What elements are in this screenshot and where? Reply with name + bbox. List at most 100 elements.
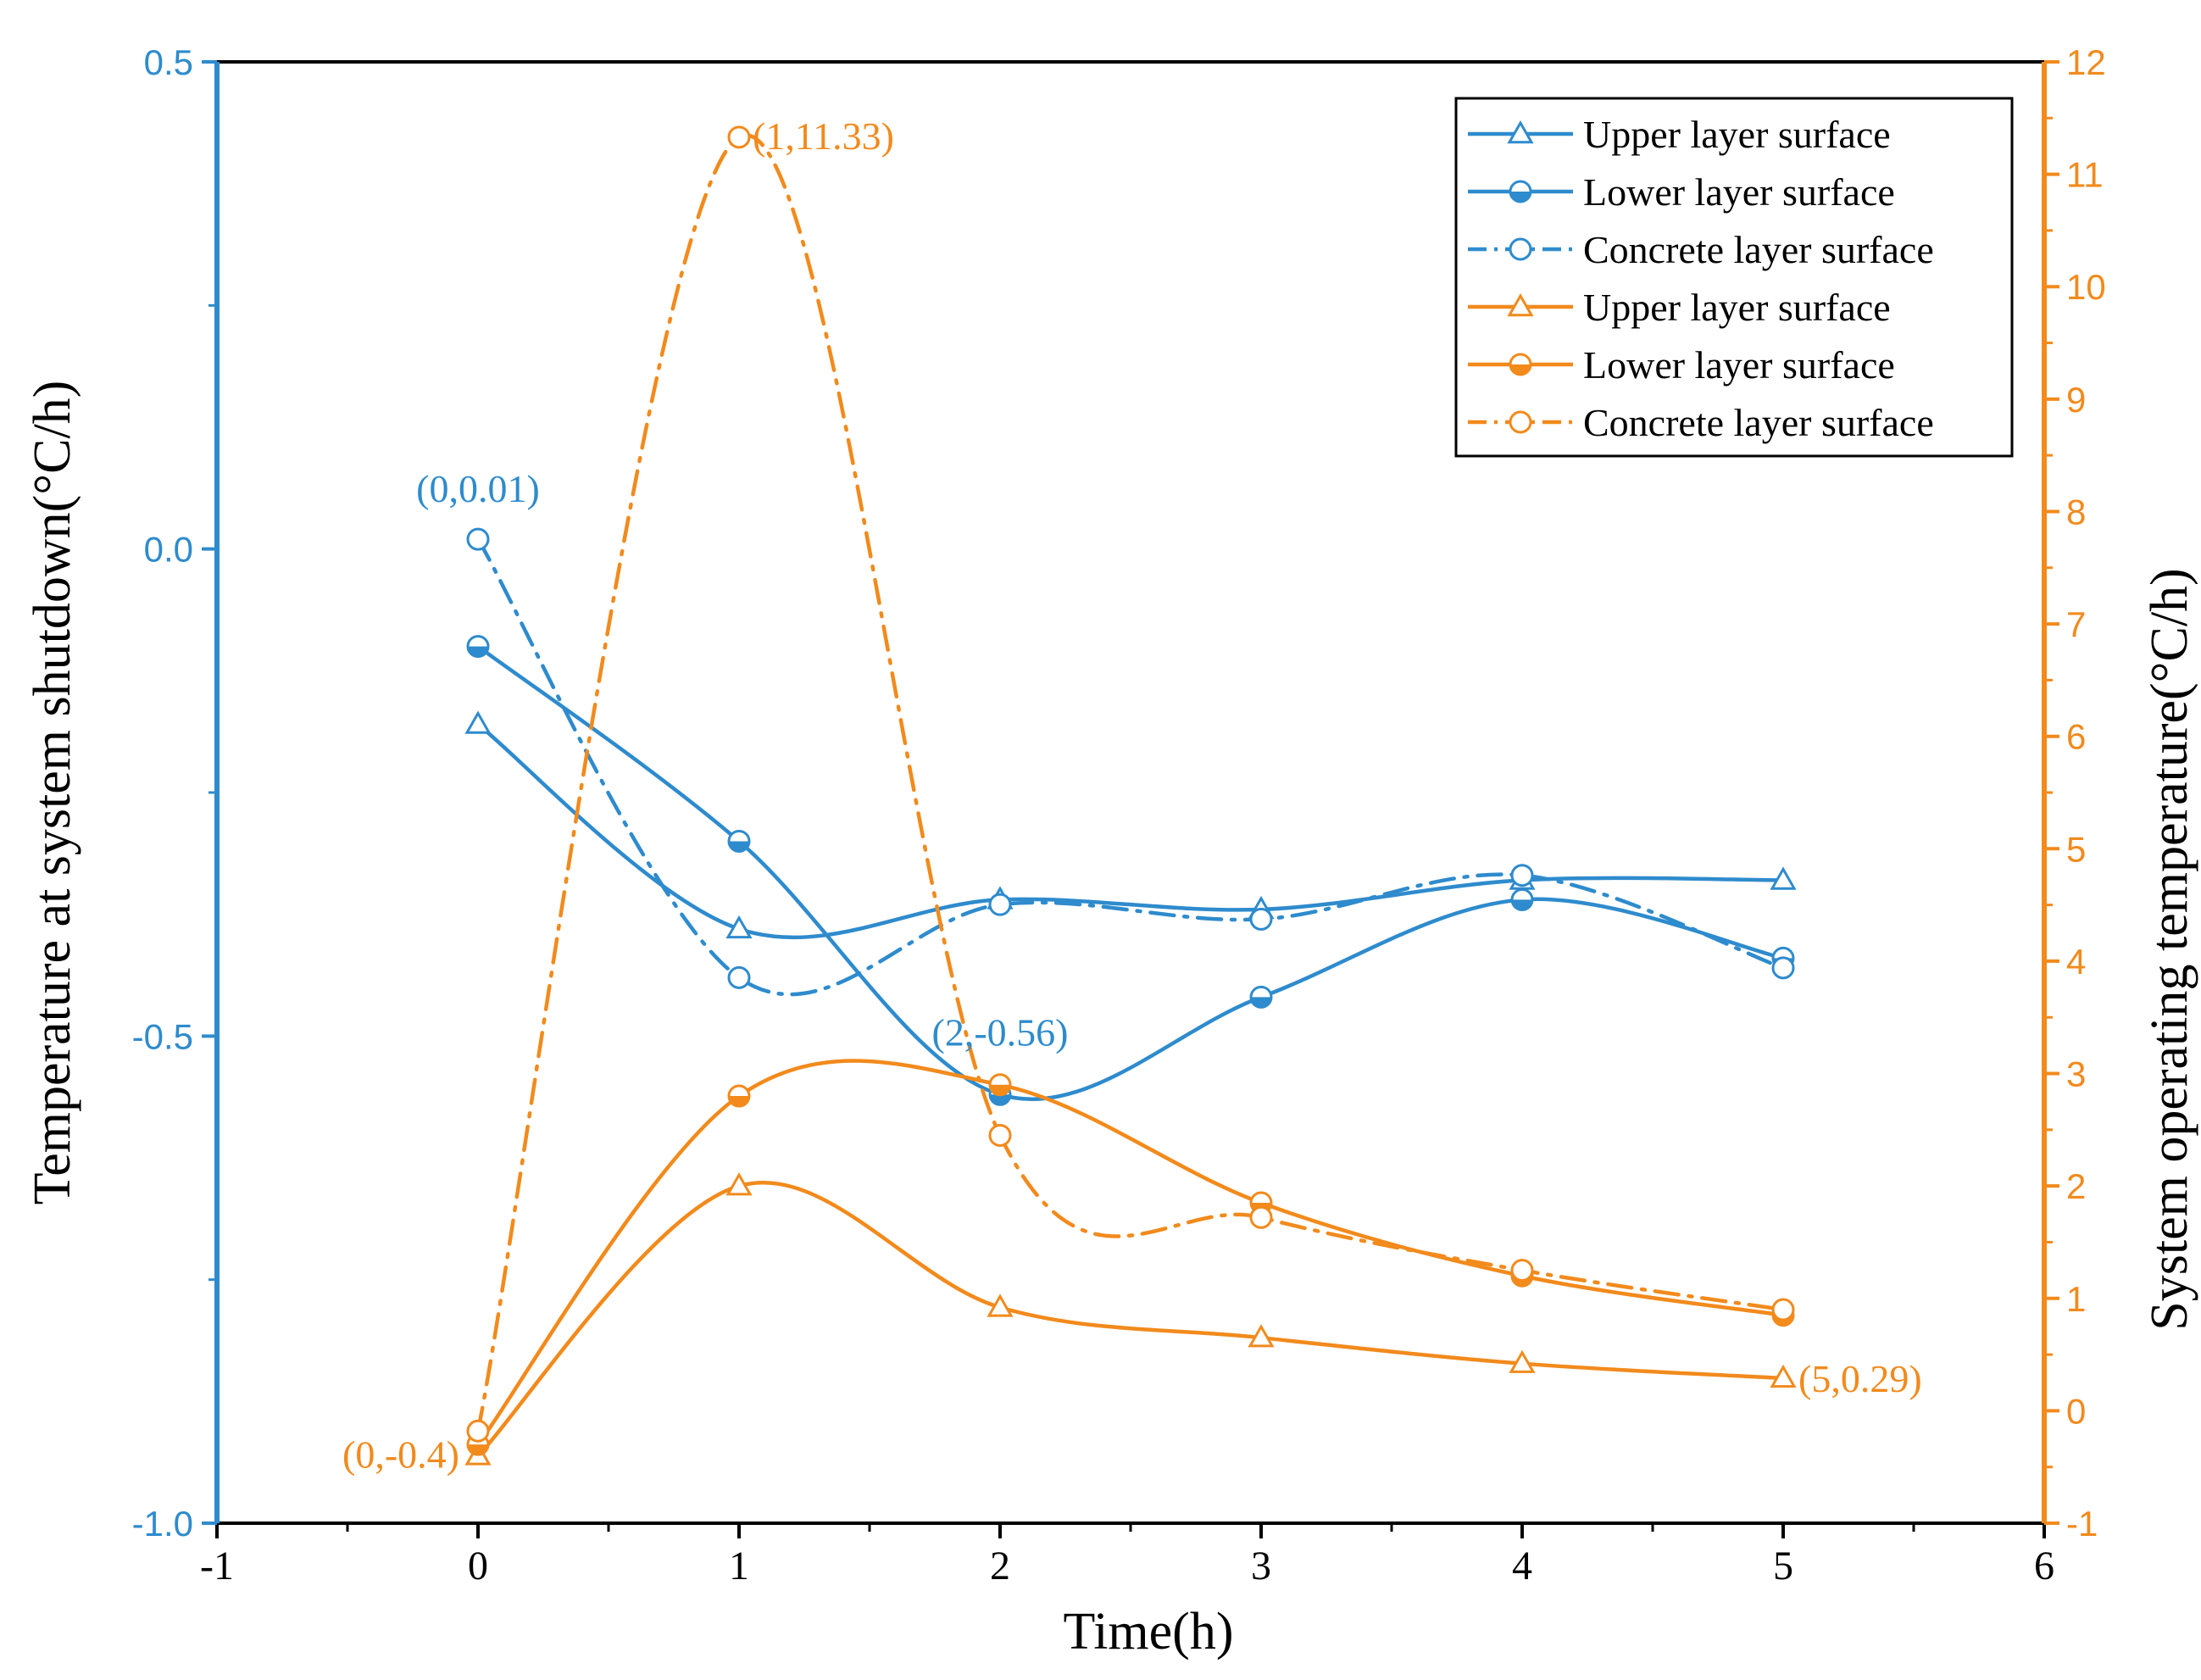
series-point: [988, 1073, 1012, 1097]
y-right-tick-label: 8: [2066, 492, 2086, 531]
series-3-right: [464, 1172, 1797, 1466]
legend-marker: [1509, 180, 1532, 203]
y-left-tick-label: -1.0: [132, 1504, 193, 1544]
legend-label: Upper layer surface: [1583, 113, 1891, 156]
x-axis-title: Time(h): [1064, 1603, 1234, 1661]
series-point: [727, 829, 751, 853]
series-point-fill: [729, 1096, 749, 1107]
axes-group: -1 0 1 2 3 4 5 6-1.0-0.50.00.5-1012345678910111…: [132, 42, 2106, 1588]
legend-item: Lower layer surface: [1468, 343, 1895, 387]
y-left-tick-label: 0.0: [144, 530, 193, 570]
legend-item: Upper layer surface: [1468, 113, 1891, 156]
legend-label: Concrete layer surface: [1583, 401, 1934, 444]
data-point-annotation: (1,11.33): [753, 114, 894, 158]
y-right-tick-label: -1: [2066, 1504, 2098, 1544]
legend-item: Concrete layer surface: [1468, 228, 1934, 271]
series-point: [727, 965, 751, 989]
legend-marker: [1509, 353, 1532, 376]
series-point: [1249, 985, 1273, 1009]
y-right-tick-label: 0: [2066, 1391, 2086, 1431]
data-point-annotation: (2,-0.56): [932, 1010, 1069, 1054]
y-right-tick-label: 7: [2066, 604, 2086, 644]
legend-label: Lower layer surface: [1583, 170, 1895, 214]
series-line: [475, 1181, 1786, 1458]
series-point: [466, 635, 490, 659]
series-point: [1509, 1349, 1536, 1373]
series-line: [475, 133, 1786, 1433]
data-point-annotation: (5,0.29): [1798, 1357, 1922, 1400]
series-point-fill: [468, 646, 488, 657]
series-point: [725, 915, 753, 939]
y-right-tick-label: 3: [2066, 1054, 2086, 1094]
series-point-fill: [468, 1444, 488, 1455]
y-left-tick-label: -0.5: [132, 1016, 193, 1056]
legend-item: Concrete layer surface: [1468, 401, 1934, 444]
y-right-axis-title: System operating temperature(°C/h): [2141, 568, 2198, 1330]
x-tick-label: 0: [468, 1544, 488, 1588]
series-point: [988, 1123, 1012, 1147]
series-point: [466, 527, 490, 551]
x-tick-label: -1: [200, 1544, 234, 1588]
series-point: [727, 1084, 751, 1108]
y-right-tick-label: 10: [2066, 267, 2106, 307]
series-point: [725, 1172, 753, 1196]
series-line: [475, 1059, 1786, 1447]
series-group: [464, 125, 1797, 1466]
legend-item: Lower layer surface: [1468, 170, 1895, 214]
series-line: [475, 644, 1786, 1101]
legend-marker: [1509, 237, 1532, 261]
legend-label: Lower layer surface: [1583, 343, 1895, 387]
series-point: [1249, 907, 1273, 931]
series-point: [1770, 866, 1797, 890]
legend-marker-fill: [1510, 192, 1531, 202]
series-1-left: [466, 635, 1795, 1106]
data-point-annotation: (0,0.01): [416, 467, 540, 510]
series-point: [466, 1419, 490, 1443]
series-point: [1248, 1324, 1275, 1348]
legend-label: Concrete layer surface: [1583, 228, 1934, 271]
series-point: [464, 710, 492, 734]
y-right-tick-label: 5: [2066, 829, 2086, 869]
legend-label: Upper layer surface: [1583, 286, 1891, 329]
x-tick-label: 6: [2034, 1544, 2054, 1588]
series-point: [727, 125, 751, 149]
y-right-tick-label: 9: [2066, 380, 2086, 420]
series-point: [1771, 1298, 1795, 1321]
x-tick-label: 2: [990, 1544, 1010, 1588]
series-point: [1510, 1259, 1534, 1282]
x-tick-label: 4: [1512, 1544, 1532, 1588]
series-5-right: [466, 125, 1795, 1443]
series-point-fill: [729, 841, 749, 852]
legend-item: Upper layer surface: [1468, 286, 1891, 329]
y-right-tick-label: 2: [2066, 1166, 2086, 1206]
y-left-tick-label: 0.5: [144, 42, 193, 82]
series-point: [987, 1293, 1014, 1317]
series-4-right: [466, 1059, 1795, 1456]
x-tick-label: 5: [1773, 1544, 1793, 1588]
series-line: [475, 537, 1786, 997]
series-point-fill: [990, 1094, 1010, 1105]
legend: Upper layer surface Lower layer surface Co…: [1454, 97, 2014, 458]
y-right-tick-label: 6: [2066, 717, 2086, 757]
series-point: [1770, 1364, 1797, 1388]
legend-marker: [1507, 120, 1534, 144]
series-point-fill: [990, 1084, 1010, 1095]
series-point-fill: [1512, 899, 1532, 910]
x-tick-label: 3: [1251, 1544, 1271, 1588]
series-point: [1510, 887, 1534, 911]
y-right-tick-label: 1: [2066, 1279, 2086, 1319]
series-point: [1249, 1205, 1273, 1229]
legend-box: [1454, 97, 2014, 458]
series-point: [988, 893, 1012, 916]
data-point-annotation: (0,-0.4): [342, 1432, 459, 1476]
x-tick-label: 1: [729, 1544, 749, 1588]
series-2-left: [466, 527, 1795, 997]
y-right-tick-label: 12: [2066, 42, 2106, 82]
series-point: [1510, 864, 1534, 887]
y-right-tick-label: 4: [2066, 942, 2086, 982]
y-left-axis-title: Temperature at system shutdown(°C/h): [24, 381, 81, 1205]
series-point-fill: [1251, 997, 1271, 1008]
legend-marker: [1509, 410, 1532, 434]
series-point: [1771, 956, 1795, 980]
